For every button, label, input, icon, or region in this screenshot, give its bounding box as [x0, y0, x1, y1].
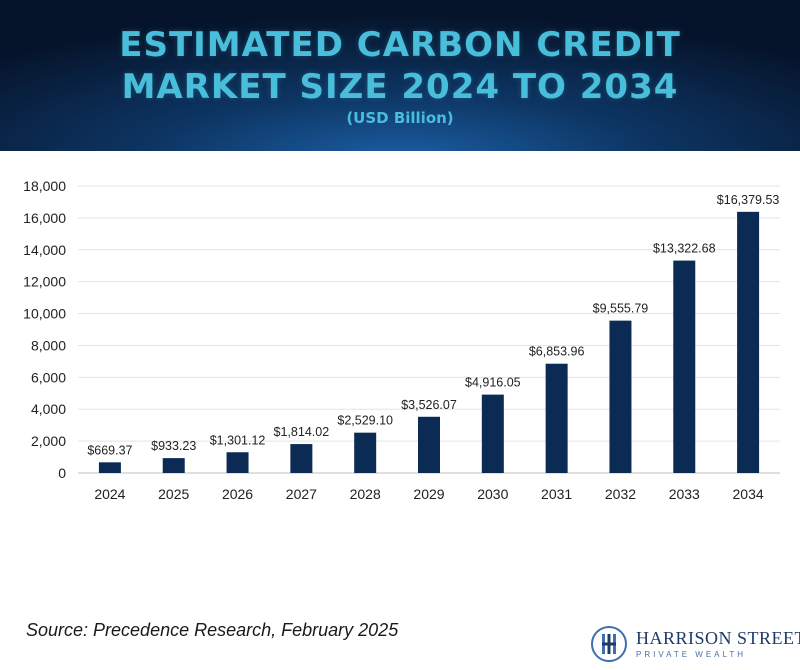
- logo-tagline: PRIVATE WEALTH: [636, 650, 747, 659]
- bar-chart: 0 2,000 4,000 6,000 8,000 10,000 12,000 14,000 1…: [23, 178, 780, 502]
- x-tick-label: 2025: [158, 486, 189, 502]
- y-tick-label: 18,000: [23, 178, 66, 194]
- bars: [98, 211, 760, 473]
- y-tick-label: 10,000: [23, 306, 66, 322]
- y-tick-label: 8,000: [31, 337, 66, 353]
- logo-wordmark: HARRISON STREET: [636, 628, 800, 648]
- source-note: Source: Precedence Research, February 20…: [26, 620, 399, 640]
- y-tick-label: 14,000: [23, 242, 66, 258]
- bar-2033: [673, 260, 696, 473]
- data-label-2032: $9,555.79: [593, 302, 649, 316]
- header-banner: ESTIMATED CARBON CREDIT MARKET SIZE 2024…: [0, 0, 800, 151]
- y-tick-label: 0: [58, 465, 66, 481]
- bar-2027: [290, 444, 313, 473]
- x-tick-label: 2030: [477, 486, 508, 502]
- data-label-2030: $4,916.05: [465, 376, 521, 390]
- x-axis-ticks: 2024 2025 2026 2027 2028 2029 2030 2031 2032 2033…: [94, 486, 764, 502]
- y-tick-label: 4,000: [31, 401, 66, 417]
- bar-2028: [354, 432, 377, 473]
- chart-subtitle: (USD Billion): [346, 109, 454, 127]
- x-tick-label: 2034: [733, 486, 764, 502]
- data-label-2034: $16,379.53: [717, 193, 780, 207]
- chart-title-line-2: MARKET SIZE 2024 TO 2034: [121, 67, 679, 107]
- bar-2031: [545, 363, 568, 473]
- x-tick-label: 2032: [605, 486, 636, 502]
- data-label-2029: $3,526.07: [401, 398, 457, 412]
- y-tick-label: 6,000: [31, 369, 66, 385]
- data-label-2031: $6,853.96: [529, 345, 585, 359]
- bar-2029: [418, 416, 440, 473]
- bar-2026: [226, 452, 249, 473]
- y-axis-ticks: 0 2,000 4,000 6,000 8,000 10,000 12,000 14,000 1…: [23, 178, 66, 481]
- x-tick-label: 2027: [286, 486, 317, 502]
- x-tick-label: 2031: [541, 486, 572, 502]
- data-labels: $669.37 $933.23 $1,301.12 $1,814.02 $2,529.1…: [87, 193, 779, 457]
- bar-2025: [162, 458, 185, 473]
- harrison-street-logo-icon: [591, 626, 627, 662]
- bar-2024: [98, 462, 121, 473]
- x-tick-label: 2026: [222, 486, 253, 502]
- x-tick-label: 2033: [669, 486, 700, 502]
- data-label-2027: $1,814.02: [274, 425, 330, 439]
- x-tick-label: 2024: [94, 486, 125, 502]
- company-logo: HARRISON STREET PRIVATE WEALTH: [590, 625, 800, 667]
- data-label-2025: $933.23: [151, 439, 196, 453]
- y-tick-label: 16,000: [23, 210, 66, 226]
- y-tick-label: 2,000: [31, 433, 66, 449]
- data-label-2026: $1,301.12: [210, 433, 266, 447]
- data-label-2033: $13,322.68: [653, 242, 716, 256]
- data-label-2024: $669.37: [87, 443, 132, 457]
- bar-2032: [609, 320, 632, 473]
- data-label-2028: $2,529.10: [337, 414, 393, 428]
- y-tick-label: 12,000: [23, 274, 66, 290]
- chart-title-line-1: ESTIMATED CARBON CREDIT: [119, 25, 681, 65]
- x-tick-label: 2028: [350, 486, 381, 502]
- bar-2034: [737, 211, 760, 473]
- x-tick-label: 2029: [413, 486, 444, 502]
- gridlines: [78, 185, 780, 474]
- bar-2030: [481, 394, 504, 473]
